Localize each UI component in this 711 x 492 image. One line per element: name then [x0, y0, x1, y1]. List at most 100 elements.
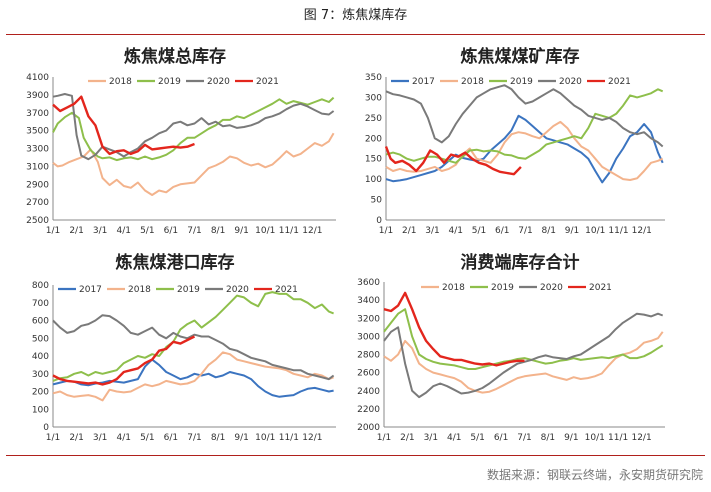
y-tick-label: 2700 — [26, 198, 49, 208]
x-tick-label: 10/1 — [255, 226, 275, 236]
y-tick-label: 2000 — [357, 423, 380, 433]
figure-title: 图 7：炼焦煤库存 — [303, 8, 408, 23]
y-tick-label: 2200 — [357, 405, 380, 415]
y-tick-label: 250 — [365, 114, 382, 124]
legend-label: 2019 — [510, 77, 533, 87]
series-line-2017 — [385, 114, 664, 184]
x-tick-label: 11/1 — [608, 226, 628, 236]
x-tick-label: 9/1 — [564, 433, 578, 443]
x-tick-label: 8/1 — [542, 226, 556, 236]
legend-item-2021: 2021 — [235, 77, 279, 87]
legend-item-2019: 2019 — [156, 285, 200, 295]
legend-label: 2018 — [461, 77, 484, 87]
y-tick-label: 3400 — [357, 296, 380, 306]
x-tick-label: 6/1 — [495, 226, 509, 236]
y-tick-label: 700 — [32, 299, 49, 309]
series-line-2019 — [385, 88, 664, 164]
legend-item-2018: 2018 — [88, 77, 132, 87]
x-tick-label: 9/1 — [234, 226, 248, 236]
x-tick-label: 6/1 — [164, 433, 178, 443]
legend-item-2020: 2020 — [519, 283, 563, 293]
chart-title: 炼焦煤煤矿库存 — [461, 46, 580, 67]
x-tick-label: 12/1 — [632, 226, 652, 236]
series-line-2020 — [52, 93, 335, 161]
y-tick-label: 2900 — [26, 180, 49, 190]
x-tick-label: 12/1 — [302, 226, 322, 236]
legend-label: 2021 — [256, 77, 279, 87]
series-line-2020 — [385, 84, 664, 148]
y-tick-label: 400 — [32, 352, 49, 362]
x-tick-label: 12/1 — [302, 433, 322, 443]
x-tick-label: 2/1 — [69, 226, 83, 236]
y-tick-label: 0 — [43, 423, 49, 433]
x-tick-label: 11/1 — [279, 433, 299, 443]
x-tick-label: 1/1 — [46, 226, 60, 236]
legend-label: 2021 — [589, 283, 612, 293]
x-tick-label: 2/1 — [400, 433, 414, 443]
chart-title: 炼焦煤港口库存 — [116, 252, 235, 273]
chart-panel-3: 炼焦煤港口库存 0 100 200 300 400 500 600 700 800 1/1 2/1 3/… — [32, 252, 336, 443]
legend-item-2021: 2021 — [568, 283, 612, 293]
series-line-2018 — [385, 120, 664, 181]
series-line-2021 — [384, 146, 522, 176]
legend-item-2018: 2018 — [107, 285, 151, 295]
legend-item-2017: 2017 — [58, 285, 102, 295]
y-tick-label: 800 — [32, 281, 49, 291]
y-tick-label: 4100 — [26, 73, 49, 83]
legend-label: 2019 — [177, 285, 200, 295]
y-tick-label: 350 — [365, 73, 382, 83]
y-tick-label: 3500 — [26, 127, 49, 137]
y-tick-label: 3100 — [26, 162, 49, 172]
legend-item-2018: 2018 — [421, 283, 465, 293]
legend-label: 2020 — [207, 77, 230, 87]
series-line-2019 — [52, 291, 334, 382]
x-tick-label: 3/1 — [93, 226, 107, 236]
legend-item-2019: 2019 — [137, 77, 181, 87]
x-tick-label: 7/1 — [187, 226, 201, 236]
x-tick-label: 2/1 — [69, 433, 83, 443]
y-tick-label: 100 — [32, 405, 49, 415]
x-tick-label: 5/1 — [470, 433, 484, 443]
legend-item-2019: 2019 — [470, 283, 514, 293]
x-tick-label: 1/1 — [46, 433, 60, 443]
series-line-2018 — [52, 132, 335, 196]
top-rule — [6, 34, 705, 35]
legend-item-2020: 2020 — [205, 285, 249, 295]
legend-item-2018: 2018 — [440, 77, 484, 87]
x-tick-label: 7/1 — [518, 226, 532, 236]
series-line-2017 — [52, 358, 334, 398]
x-tick-label: 4/1 — [447, 433, 461, 443]
x-tick-label: 3/1 — [93, 433, 107, 443]
x-tick-label: 7/1 — [187, 433, 201, 443]
x-tick-label: 11/1 — [279, 226, 299, 236]
y-tick-label: 3900 — [26, 91, 49, 101]
series-line-2019 — [52, 96, 335, 162]
x-tick-label: 5/1 — [140, 226, 154, 236]
x-tick-label: 6/1 — [164, 226, 178, 236]
x-tick-label: 5/1 — [140, 433, 154, 443]
y-tick-label: 300 — [32, 370, 49, 380]
series-line-2020 — [52, 314, 335, 381]
y-tick-label: 200 — [32, 388, 49, 398]
legend-label: 2019 — [491, 283, 514, 293]
legend-item-2017: 2017 — [391, 77, 435, 87]
series-line-2018 — [383, 331, 664, 394]
chart-title: 炼焦煤总库存 — [124, 46, 226, 67]
x-tick-label: 8/1 — [211, 226, 225, 236]
y-tick-label: 3000 — [357, 332, 380, 342]
x-tick-label: 10/1 — [585, 226, 605, 236]
x-tick-label: 3/1 — [424, 433, 438, 443]
legend-label: 2017 — [412, 77, 435, 87]
legend-item-2021: 2021 — [254, 285, 298, 295]
x-tick-label: 4/1 — [449, 226, 463, 236]
y-tick-label: 3700 — [26, 109, 49, 119]
x-tick-label: 5/1 — [472, 226, 486, 236]
x-tick-label: 12/1 — [631, 433, 651, 443]
source-note: 数据来源：钢联云终端，永安期货研究院 — [486, 468, 703, 482]
x-tick-label: 8/1 — [541, 433, 555, 443]
x-tick-label: 10/1 — [255, 433, 275, 443]
y-tick-label: 3600 — [357, 278, 380, 288]
x-tick-label: 7/1 — [517, 433, 531, 443]
y-tick-label: 600 — [32, 317, 49, 327]
